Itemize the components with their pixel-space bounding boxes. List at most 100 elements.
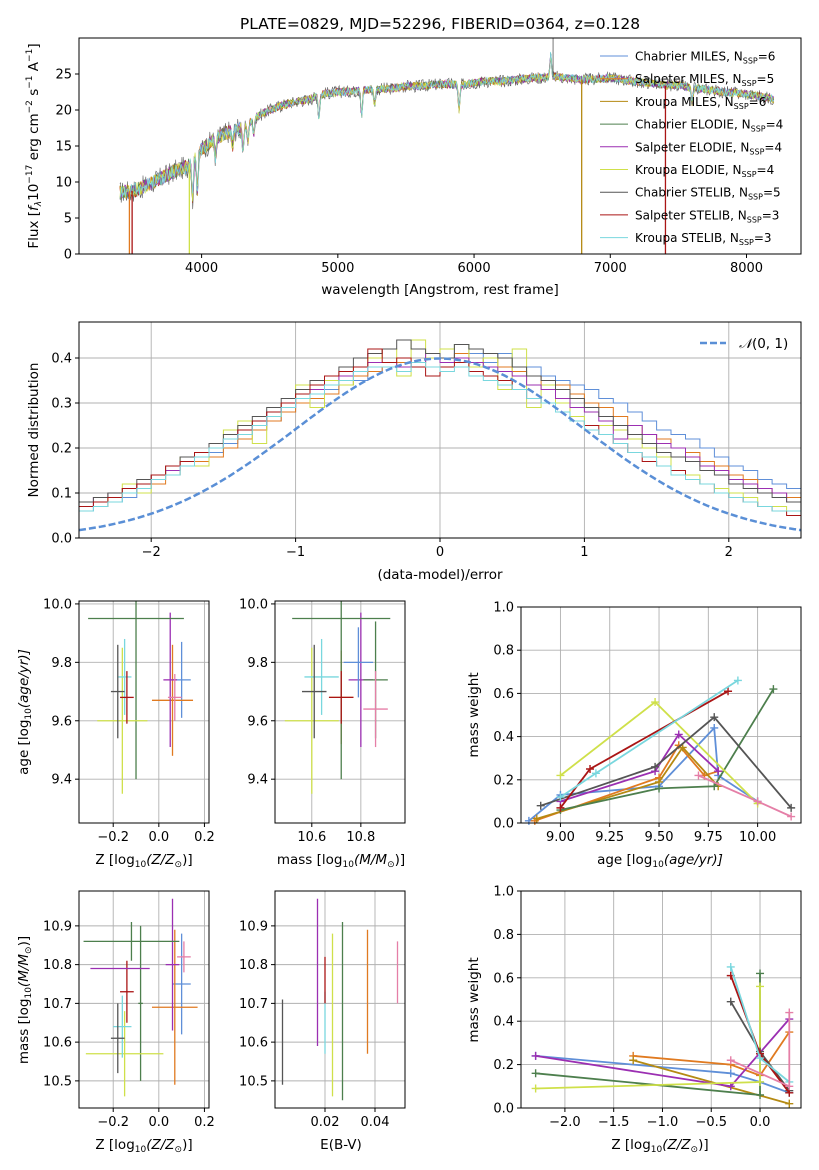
ssp-marker [536,801,545,810]
pink-weight-line [698,774,792,818]
kroupa-elodie-histogram [79,339,801,516]
age-vs-metallicity-y-tick-label: 10.0 [43,597,72,612]
mass-weight-vs-age-x-tick-label: 9.50 [645,830,674,845]
ssp-marker [756,1090,765,1099]
spectrum-x-tick-label: 5000 [321,261,354,276]
residuals-y-tick-label: 0.3 [51,397,72,412]
residuals-y-tick-label: 0.1 [51,487,72,502]
mass-vs-metallicity-y-tick-label: 10.5 [43,1074,72,1089]
age-vs-mass-y-tick-label: 9.8 [247,656,268,671]
legend-entry-label: Chabrier STELIB, NSSP=5 [635,186,781,202]
spectrum-y-tick-label: 15 [55,140,72,155]
legend-entry-label: Kroupa STELIB, NSSP=3 [635,231,772,247]
mass-vs-extinction-y-tick-label: 10.5 [239,1074,268,1089]
age-vs-metallicity-grid [79,601,209,823]
mass-weight-vs-age-x-tick-label: 10.00 [739,830,776,845]
age-vs-metallicity-x-tick-label: 0.0 [148,830,169,845]
mass-weight-vs-age-y-tick-label: 0.2 [493,773,514,788]
ssp-marker [655,784,664,793]
mass-vs-metallicity-x-tick-label: 0.0 [148,1115,169,1130]
mass-weight-vs-metallicity-panel: −2.0 −1.5 −1.0 −0.5 0.0 0.0 0.2 0.4 0.6 0.8 1.0 Z … [466,885,802,1155]
mass-weight-vs-age-y-tick-label: 1.0 [493,601,514,616]
ssp-marker [726,997,735,1006]
ssp-marker [710,713,719,722]
residuals-y-tick-label: 0.2 [51,442,72,457]
mass-vs-metallicity-x-tick-label: −0.2 [97,1115,129,1130]
age-vs-metallicity-y-label: age [log10(age/yr)] [16,649,34,775]
mass-weight-vs-metallicity-x-tick-label: 0.0 [750,1115,771,1130]
ssp-marker [785,1099,794,1108]
chabrier-elodie-weight-line [560,688,775,811]
age-vs-mass-panel: 10.6 10.8 9.4 9.6 9.8 10.0 mass [log10(M/M⊙)] [239,597,406,870]
spectrum-title: PLATE=0829, MJD=52296, FIBERID=0364, z=0… [240,15,640,33]
mass-vs-extinction-x-tick-label: 0.04 [361,1115,390,1130]
age-vs-metallicity-y-tick-label: 9.6 [51,714,72,729]
ssp-marker [753,797,762,806]
residuals-panel: −2 −1 0 1 2 0.0 0.1 0.2 0.3 0.4 (data-model)/erro… [26,321,802,583]
ssp-marker [787,812,796,821]
mass-weight-vs-metallicity-y-tick-label: 0.4 [493,1015,514,1030]
age-vs-mass-y-tick-label: 10.0 [239,597,268,612]
mass-weight-vs-metallicity-frame [520,890,802,1109]
mass-weight-vs-age-frame [520,606,802,824]
residuals-x-axis-label: (data-model)/error [377,567,503,583]
spectrum-y-axis-label: Flux [fλ10−17 erg cm−2 s−1 A−1] [25,43,44,248]
mass-weight-vs-metallicity-y-tick-label: 0.0 [493,1102,514,1117]
mass-vs-extinction-frame [274,890,406,1109]
residuals-x-tick-label: 2 [725,545,733,560]
mass-weight-vs-metallicity-x-label: Z [log10(Z/Z⊙)] [611,1137,708,1155]
mass-vs-metallicity-frame [78,890,210,1109]
ssp-marker [785,1008,794,1017]
chabrier-stelib-histogram [79,339,801,512]
mass-vs-extinction-panel: 0.02 0.04 10.5 10.6 10.7 10.8 10.9 E(B-V) [239,890,406,1153]
spectrum-y-tick-label: 0 [64,248,72,263]
mass-vs-extinction-x-label: E(B-V) [320,1137,362,1153]
ssp-marker [726,962,735,971]
salpeter-elodie-weight-line [560,733,719,803]
mass-weight-vs-metallicity-y-tick-label: 0.2 [493,1058,514,1073]
ssp-marker [674,730,683,739]
spectrum-legend: Chabrier MILES, NSSP=6 Salpeter MILES, NS… [600,50,783,247]
spectrum-x-tick-label: 7000 [594,261,627,276]
age-vs-mass-x-label: mass [log10(M/M⊙)] [277,852,405,870]
ssp-marker [756,1054,765,1063]
residuals-x-tick-label: 1 [580,545,588,560]
mass-weight-vs-age-plot-area [524,676,796,825]
ssp-marker [710,782,719,791]
ssp-marker [586,765,595,773]
ssp-marker [726,1069,735,1078]
ssp-marker [724,687,733,696]
residuals-x-tick-label: −1 [286,545,305,560]
normal-legend-label: 𝒩(0, 1) [739,336,788,352]
mass-weight-vs-metallicity-x-tick-label: −0.5 [695,1115,727,1130]
mass-vs-metallicity-panel: −0.2 0.0 0.2 10.5 10.6 10.7 10.8 10.9 Z [log10(… [16,890,215,1155]
age-vs-metallicity-x-label: Z [log10(Z/Z⊙)] [95,852,192,870]
spectrum-x-tick-label: 8000 [730,261,763,276]
spectrum-y-tick-label: 25 [55,68,72,83]
mass-weight-vs-metallicity-y-tick-label: 0.6 [493,971,514,986]
residuals-legend: 𝒩(0, 1) [700,336,788,352]
ssp-marker [756,969,765,978]
legend-entry-label: Kroupa ELODIE, NSSP=4 [635,163,774,179]
ssp-marker [787,803,796,812]
mass-weight-vs-metallicity-x-tick-label: −1.5 [598,1115,630,1130]
spectrum-x-tick-label: 4000 [185,261,218,276]
residuals-y-tick-label: 0.0 [51,532,72,547]
legend-entry-label: Chabrier ELODIE, NSSP=4 [635,118,783,134]
residuals-plot-area [79,339,801,532]
mass-vs-metallicity-y-tick-label: 10.6 [43,1036,72,1051]
age-vs-mass-plot-area [284,601,391,794]
age-vs-mass-frame [274,600,406,824]
age-vs-metallicity-panel: −0.2 0.0 0.29.49.69.810.0 Z [log10(Z/Z⊙)] … [16,597,215,870]
legend-entry-label: Salpeter ELODIE, NSSP=4 [635,140,782,156]
ssp-marker [756,1077,765,1086]
age-vs-mass-y-tick-label: 9.4 [247,773,268,788]
mass-weight-vs-age-x-tick-label: 9.00 [546,830,575,845]
legend-entry-label: Kroupa MILES, NSSP=6 [635,95,766,111]
residuals-y-tick-label: 0.4 [51,352,72,367]
mass-vs-metallicity-plot-area [83,898,198,1097]
residuals-x-tick-label: −2 [142,545,161,560]
spectrum-y-tick-label: 20 [55,104,72,119]
kroupa-elodie-spectrum-line [119,57,774,201]
mass-vs-metallicity-y-tick-label: 10.7 [43,997,72,1012]
